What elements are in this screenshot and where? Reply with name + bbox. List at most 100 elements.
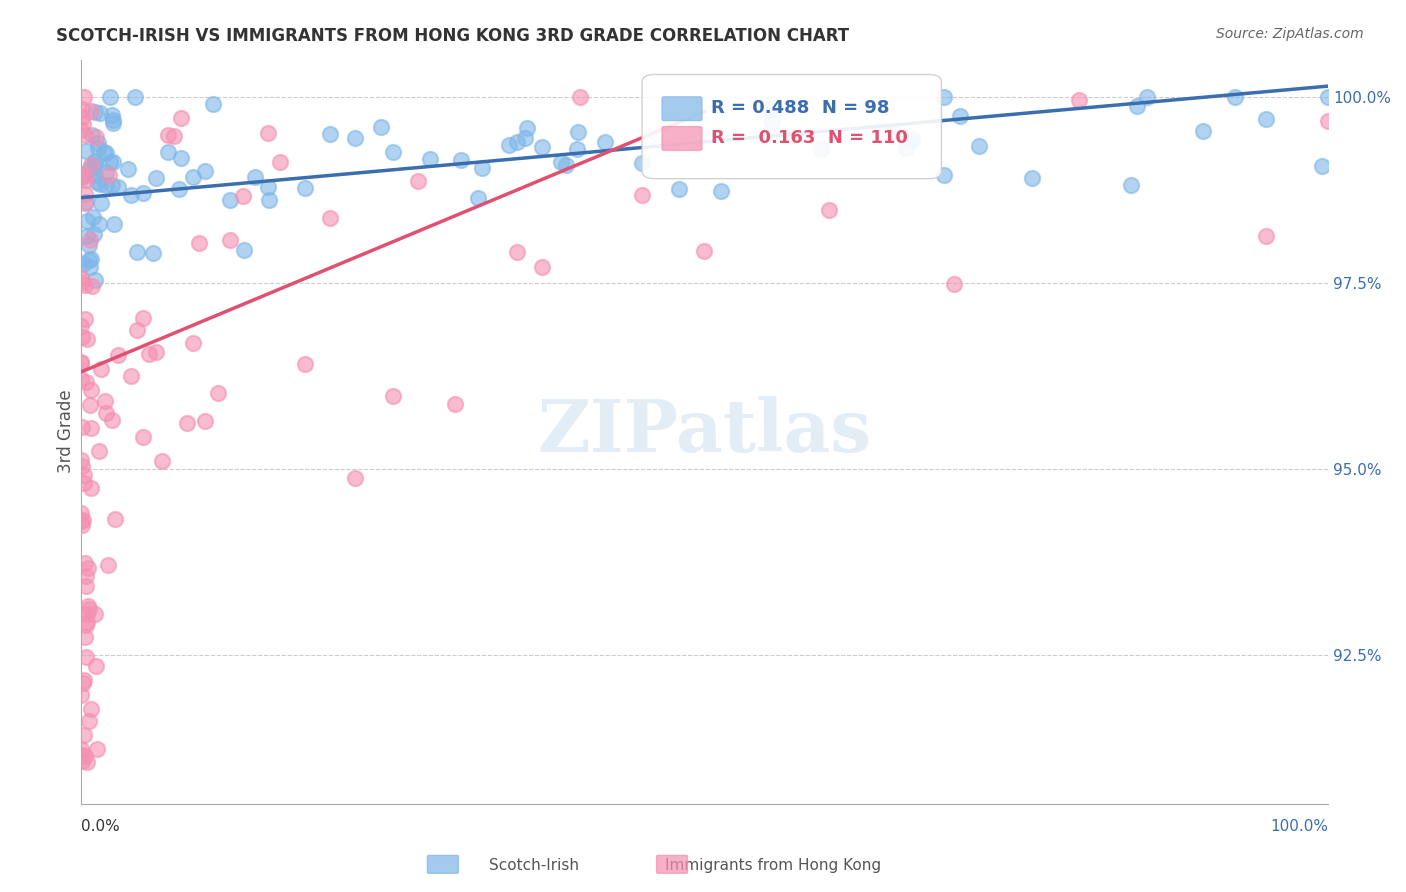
Point: [145, 170, 167, 185]
Point: [188, 236, 211, 251]
Point: [90, 195, 112, 210]
Point: [157, 145, 180, 160]
Point: [942, 277, 965, 292]
Point: [72, 257, 94, 271]
Point: [75, 195, 97, 210]
Point: [467, 191, 489, 205]
Point: [103, 217, 125, 231]
Point: [89, 177, 111, 191]
Point: [79, 260, 101, 274]
Point: [294, 358, 316, 372]
Point: [82, 157, 104, 171]
Point: [219, 194, 242, 208]
Point: [101, 413, 124, 427]
Point: [72, 170, 94, 185]
Point: [86, 658, 108, 673]
Point: [269, 154, 291, 169]
Point: [132, 430, 155, 444]
Point: [1119, 178, 1142, 192]
Point: [103, 116, 125, 130]
Point: [94, 146, 117, 161]
Point: [370, 120, 392, 134]
Point: [70, 459, 93, 474]
Point: [73, 630, 96, 644]
Point: [80, 252, 103, 267]
Text: 0.0%: 0.0%: [80, 819, 120, 833]
Point: [880, 125, 903, 139]
Point: [710, 184, 733, 198]
Point: [86, 742, 108, 756]
Point: [76, 214, 98, 228]
Point: [344, 470, 367, 484]
Point: [257, 180, 280, 194]
Point: [759, 102, 782, 116]
Point: [233, 243, 256, 257]
Text: SCOTCH-IRISH VS IMMIGRANTS FROM HONG KONG 3RD GRADE CORRELATION CHART: SCOTCH-IRISH VS IMMIGRANTS FROM HONG KON…: [56, 27, 849, 45]
Point: [89, 106, 111, 120]
Point: [294, 181, 316, 195]
Point: [319, 211, 342, 225]
Point: [181, 335, 204, 350]
Point: [124, 90, 146, 104]
Point: [207, 385, 229, 400]
Point: [101, 155, 124, 169]
Point: [444, 396, 467, 410]
Point: [69, 372, 91, 386]
Point: [1254, 228, 1277, 243]
Point: [107, 180, 129, 194]
Point: [810, 142, 832, 156]
Point: [554, 159, 576, 173]
Text: ZIPatlas: ZIPatlas: [537, 396, 872, 467]
Point: [83, 607, 105, 621]
Point: [567, 125, 589, 139]
Point: [76, 615, 98, 629]
Point: [176, 417, 198, 431]
Y-axis label: 3rd Grade: 3rd Grade: [58, 390, 75, 474]
Point: [76, 607, 98, 621]
Point: [232, 189, 254, 203]
Point: [531, 139, 554, 153]
Point: [75, 748, 97, 763]
Point: [73, 278, 96, 293]
Point: [86, 175, 108, 189]
Point: [70, 123, 93, 137]
Point: [83, 227, 105, 242]
Point: [75, 375, 97, 389]
Point: [132, 186, 155, 201]
Point: [450, 153, 472, 167]
Point: [75, 569, 97, 583]
Point: [72, 748, 94, 763]
Point: [245, 170, 267, 185]
Point: [86, 136, 108, 150]
Point: [531, 260, 554, 274]
Point: [94, 393, 117, 408]
Point: [498, 138, 520, 153]
Point: [117, 162, 139, 177]
Point: [75, 579, 97, 593]
Point: [125, 323, 148, 337]
Point: [97, 558, 120, 572]
Point: [75, 144, 97, 158]
Point: [668, 182, 690, 196]
Point: [70, 330, 93, 344]
Point: [70, 355, 93, 369]
Point: [73, 556, 96, 570]
Point: [257, 126, 280, 140]
Point: [75, 618, 97, 632]
Point: [1317, 90, 1340, 104]
Point: [72, 518, 94, 533]
Point: [73, 90, 96, 104]
Point: [169, 182, 191, 196]
Point: [69, 318, 91, 333]
Point: [194, 164, 217, 178]
Point: [89, 443, 111, 458]
Point: [381, 145, 404, 160]
Point: [1223, 90, 1246, 104]
Point: [83, 168, 105, 182]
Point: [73, 128, 96, 143]
Point: [949, 110, 972, 124]
Point: [932, 90, 955, 104]
Point: [89, 217, 111, 231]
Point: [471, 161, 494, 175]
Point: [194, 414, 217, 428]
